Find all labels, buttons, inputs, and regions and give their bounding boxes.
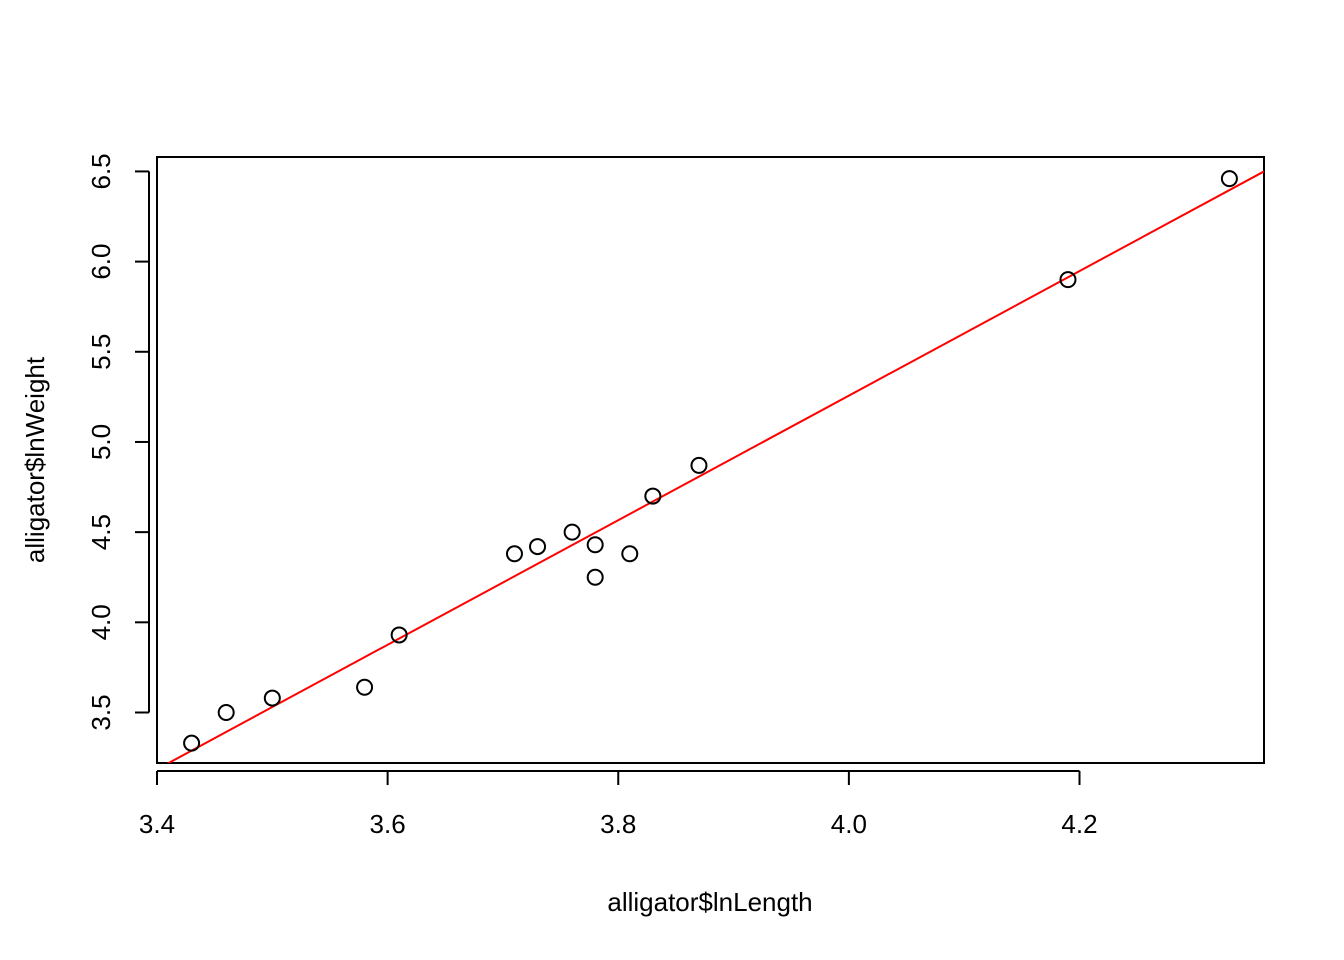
y-axis-label: alligator$lnWeight [20,356,50,563]
x-tick-label: 3.8 [600,809,636,839]
y-tick-label: 4.0 [86,604,116,640]
data-point [217,704,235,721]
data-point [690,456,708,474]
x-tick-label: 3.6 [370,809,406,839]
y-tick-label: 3.5 [86,694,116,730]
points-layer [183,170,1238,752]
data-point [644,487,662,505]
y-tick-label: 5.0 [86,424,116,460]
y-tick-label: 5.5 [86,334,116,370]
y-tick-label: 6.0 [86,244,116,280]
x-tick-label: 3.4 [139,809,175,839]
fitted-line-layer [166,170,1264,763]
data-point [1059,271,1077,289]
data-point [586,536,604,554]
data-point [505,545,523,563]
y-axis: 3.5 4.0 4.5 5.0 5.5 6.0 6.5 [86,153,150,731]
x-tick-label: 4.0 [831,809,867,839]
plot-frame [156,156,1265,764]
data-point [263,689,281,707]
data-point [563,523,581,541]
y-tick-label: 4.5 [86,514,116,550]
data-point [390,626,408,644]
data-point [621,545,639,563]
x-axis-label: alligator$lnLength [607,887,812,917]
data-point [586,568,604,586]
regression-line [166,170,1264,763]
data-point [1220,170,1238,188]
x-tick-label: 4.2 [1061,809,1097,839]
x-axis: 3.4 3.6 3.8 4.0 4.2 [139,770,1098,839]
data-point [183,734,201,752]
data-point [529,538,547,556]
data-point [356,678,374,696]
y-tick-label: 6.5 [86,153,116,189]
